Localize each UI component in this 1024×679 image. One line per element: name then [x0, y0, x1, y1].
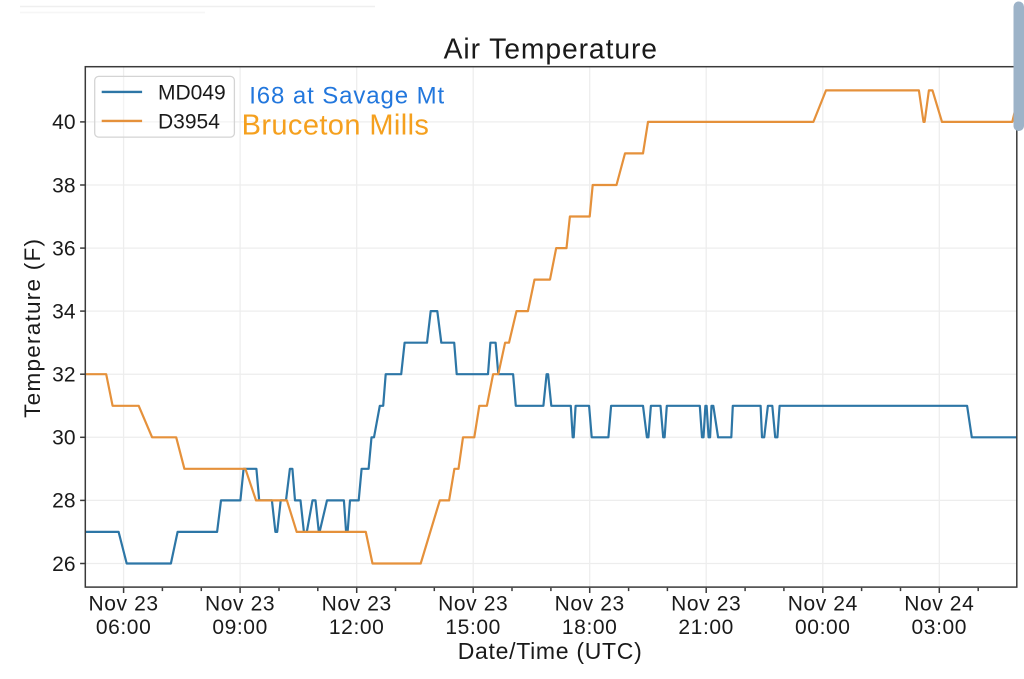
svg-text:00:00: 00:00 — [795, 616, 851, 639]
svg-text:Nov 24: Nov 24 — [904, 592, 974, 615]
svg-text:I68 at Savage Mt: I68 at Savage Mt — [249, 83, 445, 110]
svg-text:32: 32 — [52, 364, 75, 387]
svg-text:Nov 23: Nov 23 — [555, 592, 625, 615]
svg-text:34: 34 — [52, 300, 76, 323]
svg-text:03:00: 03:00 — [912, 616, 968, 639]
svg-text:Nov 24: Nov 24 — [788, 592, 858, 615]
svg-text:30: 30 — [52, 427, 75, 450]
svg-text:26: 26 — [52, 553, 75, 576]
svg-text:D3954: D3954 — [158, 110, 220, 133]
svg-text:Temperature (F): Temperature (F) — [20, 238, 45, 418]
svg-text:28: 28 — [52, 490, 75, 513]
svg-text:Nov 23: Nov 23 — [438, 592, 508, 615]
svg-text:MD049: MD049 — [158, 81, 226, 104]
svg-text:38: 38 — [52, 174, 75, 197]
svg-text:Nov 23: Nov 23 — [89, 592, 159, 615]
svg-text:15:00: 15:00 — [445, 616, 501, 639]
svg-text:18:00: 18:00 — [562, 616, 618, 639]
svg-text:Air Temperature: Air Temperature — [444, 33, 658, 65]
svg-text:Nov 23: Nov 23 — [205, 592, 275, 615]
svg-text:Nov 23: Nov 23 — [671, 592, 741, 615]
svg-text:21:00: 21:00 — [678, 616, 734, 639]
svg-text:Date/Time (UTC): Date/Time (UTC) — [458, 638, 643, 664]
svg-text:12:00: 12:00 — [329, 616, 385, 639]
svg-text:Bruceton Mills: Bruceton Mills — [242, 110, 430, 142]
svg-text:09:00: 09:00 — [212, 616, 268, 639]
svg-text:36: 36 — [52, 237, 75, 260]
svg-text:06:00: 06:00 — [96, 616, 152, 639]
svg-text:40: 40 — [52, 111, 75, 134]
svg-text:Nov 23: Nov 23 — [322, 592, 392, 615]
